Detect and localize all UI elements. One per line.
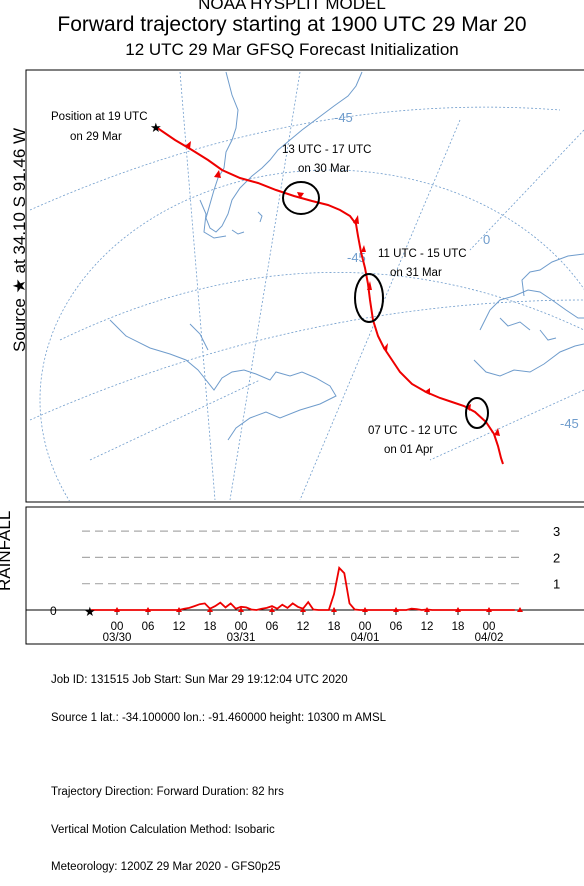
- highlight-circle: [282, 181, 320, 215]
- rainfall-marker: [331, 607, 337, 612]
- rainfall-marker: [486, 607, 492, 612]
- rainfall-series-line: [91, 566, 515, 611]
- footer-line: Job ID: 131515 Job Start: Sun Mar 29 19:…: [51, 674, 348, 686]
- rainfall-x-tick-label: 06: [390, 621, 403, 633]
- annotation-line: 07 UTC - 12 UTC: [368, 425, 457, 437]
- rainfall-x-tick-label: 00: [483, 621, 496, 633]
- rainfall-y-tick-label: 2: [553, 550, 560, 565]
- rainfall-y-labels: 1 2 3: [553, 524, 560, 592]
- rainfall-marker: [424, 607, 430, 612]
- rainfall-marker: [300, 607, 306, 612]
- forecast-subtitle: 12 UTC 29 Mar GFSQ Forecast Initializati…: [125, 40, 459, 59]
- rainfall-date-label: 04/01: [351, 632, 380, 644]
- footer-line: [51, 749, 386, 761]
- rainfall-frame: [25, 506, 584, 645]
- footer-line: Trajectory Direction: Forward Duration: …: [51, 786, 284, 798]
- trajectory-marker: [185, 141, 191, 149]
- trajectory-marker: [353, 215, 359, 224]
- annotation-line: on 29 Mar: [70, 131, 122, 143]
- trajectory-marker: [214, 170, 221, 178]
- annotation-line: on 01 Apr: [384, 444, 433, 456]
- rainfall-x-tick-label: 18: [452, 621, 465, 633]
- run-info: Job ID: 131515 Job Start: Sun Mar 29 19:…: [51, 649, 386, 886]
- model-title: NOAA HYSPLIT MODEL: [198, 0, 386, 13]
- rainfall-x-tick-label: 00: [359, 621, 372, 633]
- trajectory-title: Forward trajectory starting at 1900 UTC …: [57, 13, 527, 36]
- graticule: [29, 71, 584, 501]
- trajectory-marker: [494, 428, 500, 436]
- rainfall-source-star-icon: ★: [84, 604, 96, 619]
- rainfall-x-tick-label: 12: [173, 621, 186, 633]
- highlight-circle: [354, 273, 384, 323]
- rainfall-marker: [176, 607, 182, 612]
- source-star-icon: ★: [150, 120, 162, 135]
- trajectory-marker: [465, 404, 471, 411]
- footer-line: Meteorology: 1200Z 29 Mar 2020 - GFS0p25: [51, 861, 281, 873]
- map-area: -45 -45 0 -45 ★ Position a: [29, 71, 584, 501]
- rainfall-marker: [145, 607, 151, 612]
- rainfall-x-tick-label: 18: [204, 621, 217, 633]
- figure-canvas: -45 -45 0 -45 ★ Position a: [25, 69, 584, 645]
- rainfall-marker: [269, 607, 275, 612]
- rainfall-x-tick-label: 00: [111, 621, 124, 633]
- trajectory-line: [155, 126, 504, 465]
- highlight-circles: [282, 181, 489, 429]
- coastlines: [109, 71, 584, 441]
- trajectory-marker: [367, 281, 372, 290]
- rainfall-zero-label: 0: [50, 604, 57, 618]
- rainfall-marker: [207, 607, 213, 612]
- annotation-line: on 30 Mar: [298, 163, 350, 175]
- trajectory-marker: [361, 245, 366, 252]
- grid-label: -45: [560, 416, 579, 431]
- rainfall-x-tick-label: 12: [297, 621, 310, 633]
- trajectory-marker: [297, 192, 304, 199]
- rainfall-y-tick-label: 1: [553, 577, 560, 592]
- rainfall-date-label: 03/31: [227, 632, 256, 644]
- rainfall-x-tick-label: 06: [266, 621, 279, 633]
- grid-label: -45: [334, 110, 353, 125]
- rainfall-x-tick-label: 12: [421, 621, 434, 633]
- rainfall-date-label: 03/30: [103, 632, 132, 644]
- annotation-line: 11 UTC - 15 UTC: [378, 248, 467, 260]
- rainfall-markers: [114, 607, 523, 612]
- rainfall-x-tick-label: 18: [328, 621, 341, 633]
- footer-line: Vertical Motion Calculation Method: Isob…: [51, 823, 275, 836]
- rainfall-x-tick-label: 00: [235, 621, 248, 633]
- rainfall-y-tick-label: 3: [553, 524, 560, 539]
- annotation-line: Position at 19 UTC: [51, 111, 148, 123]
- trajectory-marker: [424, 388, 430, 395]
- trajectory-markers: [185, 141, 500, 436]
- highlight-circle: [465, 397, 489, 429]
- annotation-line: 13 UTC - 17 UTC: [282, 144, 371, 156]
- rainfall-marker: [362, 607, 368, 612]
- grid-label: 0: [483, 232, 490, 247]
- rainfall-gridlines: [82, 530, 520, 585]
- map-frame: [25, 69, 584, 503]
- rainfall-marker: [455, 607, 461, 612]
- footer-line: Source 1 lat.: -34.100000 lon.: -91.4600…: [51, 711, 387, 724]
- trajectory-marker: [383, 343, 388, 351]
- rainfall-x-tick-label: 06: [142, 621, 155, 633]
- rainfall-date-label: 04/02: [475, 632, 504, 644]
- rainfall-marker: [238, 607, 244, 612]
- annotation-line: on 31 Mar: [390, 267, 442, 279]
- rainfall-marker: [393, 607, 399, 612]
- rainfall-marker: [114, 607, 120, 612]
- rainfall-marker: [517, 607, 523, 612]
